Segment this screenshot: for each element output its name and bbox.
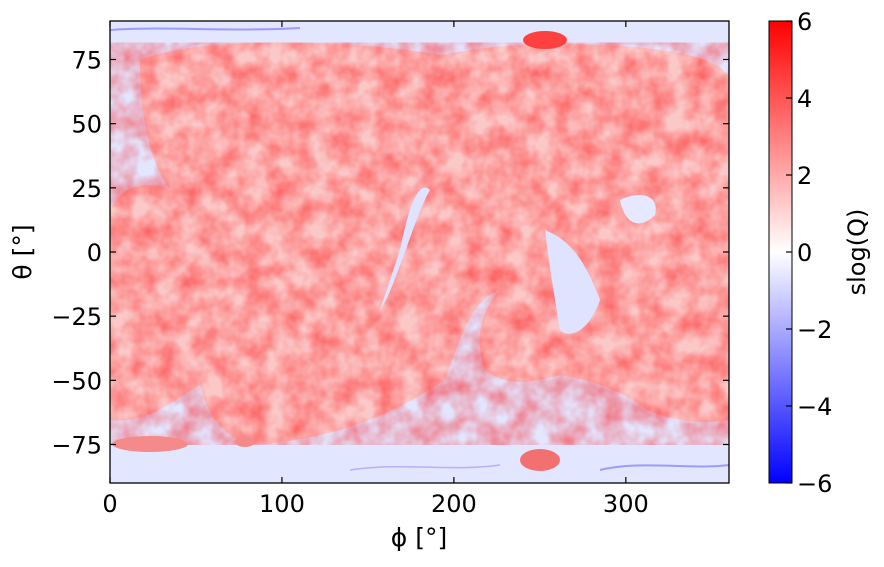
y-axis-label: θ [°] bbox=[8, 224, 37, 279]
y-tick-label: 0 bbox=[87, 239, 102, 267]
y-tick-label: −50 bbox=[51, 367, 102, 395]
colorbar-tick-label: 4 bbox=[797, 85, 812, 113]
y-tick-label: 75 bbox=[71, 47, 102, 75]
colorbar-label: slog(Q) bbox=[843, 209, 871, 296]
colorbar-axis: 6 4 2 0 −2 −4 −6 bbox=[786, 8, 832, 498]
x-tick-label: 300 bbox=[603, 490, 649, 518]
colorbar-tick-label: 2 bbox=[797, 162, 812, 190]
y-tick-label: 25 bbox=[71, 175, 102, 203]
heatmap-image bbox=[110, 21, 729, 483]
colorbar-tick-label: −4 bbox=[797, 393, 832, 421]
x-tick-label: 100 bbox=[259, 490, 305, 518]
colorbar-tick-label: −6 bbox=[797, 470, 832, 498]
y-axis: 75 50 25 0 −25 −50 −75 bbox=[51, 47, 729, 460]
x-tick-label: 200 bbox=[431, 490, 477, 518]
y-tick-label: −25 bbox=[51, 303, 102, 331]
colorbar-tick-label: −2 bbox=[797, 316, 832, 344]
x-tick-label: 0 bbox=[102, 490, 117, 518]
colorbar-tick-label: 6 bbox=[797, 8, 812, 36]
y-tick-label: −75 bbox=[51, 432, 102, 460]
y-tick-label: 50 bbox=[71, 111, 102, 139]
x-axis-label: ϕ [°] bbox=[391, 523, 447, 552]
x-axis: 0 100 200 300 bbox=[102, 21, 649, 518]
colorbar-tick-label: 0 bbox=[797, 239, 812, 267]
